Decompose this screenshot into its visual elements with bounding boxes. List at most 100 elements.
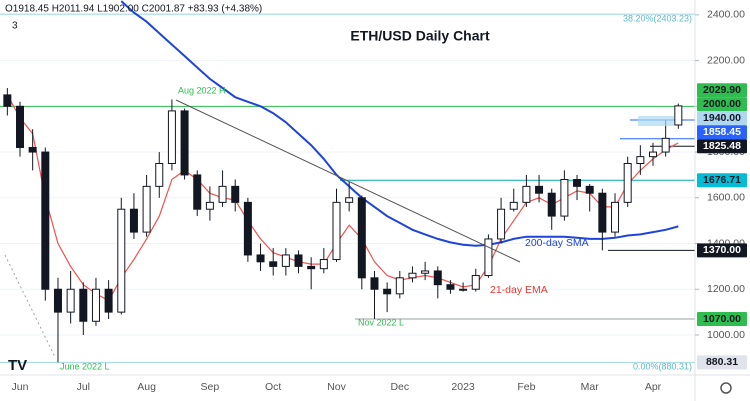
candle-body: [446, 284, 455, 290]
candle-body: [357, 197, 366, 279]
candle-body: [16, 105, 24, 148]
candle-body: [433, 270, 442, 286]
y-tick-label: 1000.00: [707, 329, 745, 341]
y-tick-label: 1200.00: [707, 283, 745, 295]
candle-body: [345, 197, 354, 203]
candle-body: [231, 185, 240, 203]
candle-body: [370, 277, 379, 290]
price-tag-label: 1825.48: [703, 140, 741, 152]
logo[interactable]: TV: [8, 357, 27, 374]
candle-body: [28, 146, 37, 153]
candle-body: [471, 275, 480, 290]
indicator-count[interactable]: 3: [12, 21, 18, 32]
candle-body: [408, 272, 417, 279]
candle-body: [560, 178, 569, 217]
candle-body: [205, 201, 214, 210]
candle-body: [522, 185, 531, 203]
candle-body: [269, 261, 278, 267]
x-tick-label: Oct: [265, 381, 281, 393]
price-tag-label: 1676.71: [703, 174, 741, 186]
candle-body: [484, 238, 493, 277]
price-tag: [697, 173, 747, 188]
y-tick-label: 1600.00: [707, 192, 745, 204]
y-tick-label: 2400.00: [707, 9, 745, 21]
candle-body: [281, 254, 290, 267]
candle-body: [41, 151, 50, 290]
candle-body: [155, 162, 164, 187]
candle-body: [509, 201, 518, 210]
candle-body: [319, 259, 328, 270]
annotation: Nov 2022 L: [358, 317, 404, 327]
x-tick-label: 2023: [451, 381, 475, 393]
candle-body: [497, 208, 506, 240]
series-label: 200-day SMA: [525, 237, 589, 249]
candle-body: [383, 288, 392, 295]
price-tag-label: 2000.00: [703, 98, 741, 110]
y-tick-label: 2200.00: [707, 54, 745, 66]
price-tag-label: 1940.00: [703, 112, 741, 124]
x-tick-label: Jul: [77, 381, 90, 393]
fib-trend-line: [4, 254, 56, 358]
price-tag: [697, 139, 747, 154]
x-tick-label: Mar: [581, 381, 600, 393]
candle-body: [129, 208, 138, 233]
candle-body: [3, 94, 12, 107]
candle-body: [585, 185, 594, 194]
x-tick-label: Feb: [517, 381, 535, 393]
chart-title: ETH/USD Daily Chart: [350, 28, 490, 44]
trend-line: [175, 99, 521, 263]
price-tag: [697, 355, 747, 370]
x-tick-label: Sep: [201, 381, 220, 393]
annotation: Aug 2022 H: [178, 85, 226, 95]
candle-body: [256, 254, 265, 263]
price-tag: [697, 97, 747, 112]
x-tick-label: Nov: [327, 381, 346, 393]
settings-icon[interactable]: [720, 382, 732, 394]
candle-body: [243, 201, 252, 256]
candle-body: [294, 254, 303, 267]
price-tag: [697, 83, 747, 98]
candle-body: [218, 185, 227, 203]
candle-body: [573, 178, 582, 187]
zone-box: [638, 116, 674, 126]
x-tick-label: Aug: [137, 381, 156, 393]
candle-body: [66, 288, 75, 313]
candle-body: [104, 288, 113, 313]
candle-body: [649, 151, 657, 158]
candle-body: [142, 185, 151, 233]
annotation: 38.20%(2403.23): [623, 13, 692, 23]
x-tick-label: Apr: [645, 381, 662, 393]
candle-body: [91, 288, 100, 322]
candle-body: [421, 270, 430, 274]
candle-body: [459, 288, 468, 291]
candle-body: [332, 201, 341, 261]
candle-body: [611, 201, 620, 233]
price-tag-label: 1370.00: [703, 244, 741, 256]
series-line: [120, 0, 679, 247]
candle-body: [535, 185, 544, 194]
candle-body: [53, 288, 62, 313]
candle-body: [167, 110, 176, 164]
annotation: 0.00%(880.31): [633, 361, 692, 371]
candle-body: [623, 162, 632, 203]
ohlc-header: O1918.45 H2011.94 L1902.00 C2001.87 +83.…: [5, 4, 262, 15]
price-tag: [697, 125, 747, 140]
price-tag: [697, 243, 747, 258]
price-tag: [697, 311, 747, 326]
candle-body: [598, 192, 607, 233]
price-tag-label: 2029.90: [703, 84, 741, 96]
price-tag: [697, 111, 747, 126]
candle-body: [395, 277, 404, 295]
candle-body: [79, 288, 88, 322]
candle-body: [193, 174, 202, 210]
candle-body: [674, 105, 683, 126]
price-tag-label: 1858.45: [703, 126, 741, 138]
candle-body: [117, 208, 126, 313]
candle-body: [307, 265, 316, 270]
x-tick-label: Dec: [390, 381, 409, 393]
x-tick-label: Jun: [12, 381, 29, 393]
annotation: June 2022 L: [60, 361, 110, 371]
candle-body: [547, 192, 556, 217]
plot-area: [0, 0, 695, 363]
